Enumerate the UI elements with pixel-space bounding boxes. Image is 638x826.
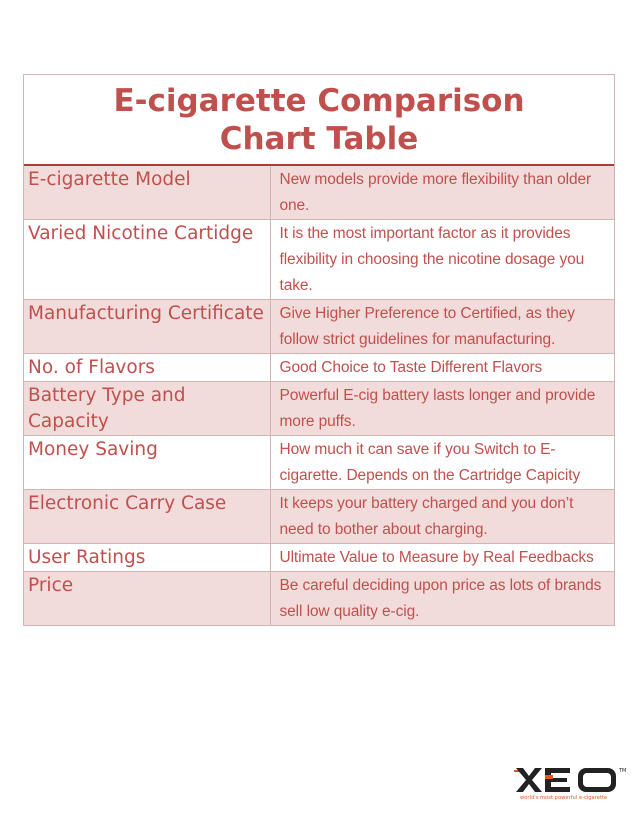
row-description: New models provide more flexibility than… bbox=[270, 166, 614, 220]
logo-mark bbox=[516, 768, 616, 792]
comparison-table: E-cigarette Comparison Chart Table E-cig… bbox=[23, 74, 615, 626]
row-label: Price bbox=[24, 571, 271, 625]
table-title: E-cigarette Comparison Chart Table bbox=[113, 82, 525, 157]
row-description: Good Choice to Taste Different Flavors bbox=[270, 353, 614, 382]
row-label: Manufacturing Certificate bbox=[24, 299, 271, 354]
row-description: How much it can save if you Switch to E-… bbox=[270, 435, 614, 490]
table-row: User Ratings Ultimate Value to Measure b… bbox=[24, 543, 614, 572]
table-row: Varied Nicotine Cartidge It is the most … bbox=[24, 219, 614, 300]
row-label: Electronic Carry Case bbox=[24, 489, 271, 544]
table-row: Money Saving How much it can save if you… bbox=[24, 435, 614, 490]
logo-tagline: world's most powerful e-cigarette bbox=[520, 795, 607, 801]
comparison-rows: E-cigarette Model New models provide mor… bbox=[24, 166, 614, 625]
table-row: Battery Type and Capacity Powerful E-cig… bbox=[24, 381, 614, 436]
table-row: E-cigarette Model New models provide mor… bbox=[24, 166, 614, 220]
table-row: Manufacturing Certificate Give Higher Pr… bbox=[24, 299, 614, 354]
table-row: No. of Flavors Good Choice to Taste Diff… bbox=[24, 353, 614, 382]
row-label: E-cigarette Model bbox=[24, 166, 271, 220]
row-label: Money Saving bbox=[24, 435, 271, 490]
table-row: Electronic Carry Case It keeps your batt… bbox=[24, 489, 614, 544]
row-label: No. of Flavors bbox=[24, 353, 271, 382]
row-description: It keeps your battery charged and you do… bbox=[270, 489, 614, 544]
row-description: Ultimate Value to Measure by Real Feedba… bbox=[270, 543, 614, 572]
svg-text:TM: TM bbox=[618, 768, 626, 774]
row-label: User Ratings bbox=[24, 543, 271, 572]
row-description: Powerful E-cig battery lasts longer and … bbox=[270, 381, 614, 436]
table-row: Price Be careful deciding upon price as … bbox=[24, 571, 614, 625]
row-description: Give Higher Preference to Certified, as … bbox=[270, 299, 614, 354]
table-title-cell: E-cigarette Comparison Chart Table bbox=[24, 75, 614, 166]
xeo-logo: TM world's most powerful e-cigarette bbox=[514, 768, 626, 801]
logo-swoosh bbox=[514, 770, 519, 772]
row-description: It is the most important factor as it pr… bbox=[270, 219, 614, 300]
row-label: Varied Nicotine Cartidge bbox=[24, 219, 271, 300]
row-description: Be careful deciding upon price as lots o… bbox=[270, 571, 614, 625]
row-label: Battery Type and Capacity bbox=[24, 381, 271, 436]
